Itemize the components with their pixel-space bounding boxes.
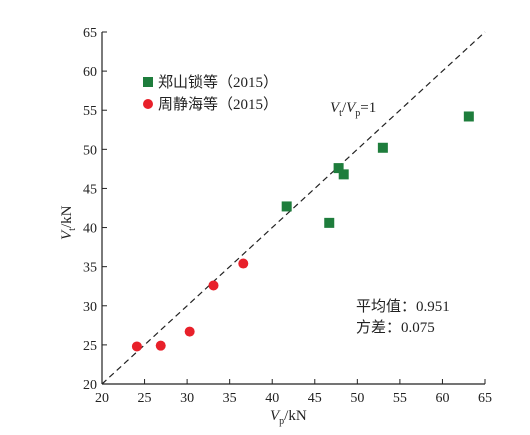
axes xyxy=(101,32,485,385)
y-tick-label: 55 xyxy=(83,104,97,119)
x-tick-label: 60 xyxy=(435,391,449,406)
x-tick-label: 20 xyxy=(95,391,109,406)
y-tick-label: 30 xyxy=(83,300,97,315)
x-axis-ticks: 20 25 30 35 40 45 50 55 60 65 xyxy=(95,379,492,406)
x-tick-label: 30 xyxy=(180,391,194,406)
x-tick-label: 25 xyxy=(138,391,152,406)
legend-label-0: 郑山锁等（2015） xyxy=(158,73,278,91)
x-tick-label: 35 xyxy=(223,391,237,406)
reference-line xyxy=(101,31,486,385)
mean-annotation: 平均值：0.951 xyxy=(356,298,450,315)
x-tick-label: 50 xyxy=(350,391,364,406)
x-tick-label: 45 xyxy=(308,391,322,406)
y-tick-label: 40 xyxy=(83,222,97,237)
y-tick-label: 50 xyxy=(83,143,97,158)
y-tick-label: 45 xyxy=(83,182,97,197)
y-tick-label: 60 xyxy=(83,65,97,80)
x-tick-label: 65 xyxy=(478,391,492,406)
y-axis-ticks: 20 25 30 35 40 45 50 55 60 65 xyxy=(83,26,107,393)
y-tick-label: 65 xyxy=(83,26,97,41)
data-point-circle xyxy=(238,258,249,269)
legend: 郑山锁等（2015） 周静海等（2015） xyxy=(143,73,278,113)
legend-label-1: 周静海等（2015） xyxy=(158,95,278,113)
data-point-square xyxy=(377,142,388,153)
data-point-circle xyxy=(155,340,166,351)
y-tick-label: 35 xyxy=(83,261,97,276)
legend-marker-circle xyxy=(143,99,153,109)
data-points xyxy=(131,111,474,352)
data-point-square xyxy=(333,163,344,174)
data-point-square xyxy=(324,217,335,228)
data-point-circle xyxy=(131,341,142,352)
reference-line-label: Vt/Vp=1 xyxy=(330,100,376,119)
data-point-square xyxy=(281,201,292,212)
y-tick-label: 20 xyxy=(83,378,97,393)
data-point-square xyxy=(463,111,474,122)
data-point-circle xyxy=(184,326,195,337)
legend-marker-square xyxy=(143,77,153,87)
y-tick-label: 25 xyxy=(83,339,97,354)
y-axis-title: Vt/kN xyxy=(59,205,78,240)
data-point-square xyxy=(338,169,349,180)
data-point-circle xyxy=(208,280,219,291)
x-axis-title: Vp/kN xyxy=(270,408,307,427)
variance-annotation: 方差：0.075 xyxy=(356,319,435,336)
x-tick-label: 40 xyxy=(265,391,279,406)
x-tick-label: 55 xyxy=(393,391,407,406)
